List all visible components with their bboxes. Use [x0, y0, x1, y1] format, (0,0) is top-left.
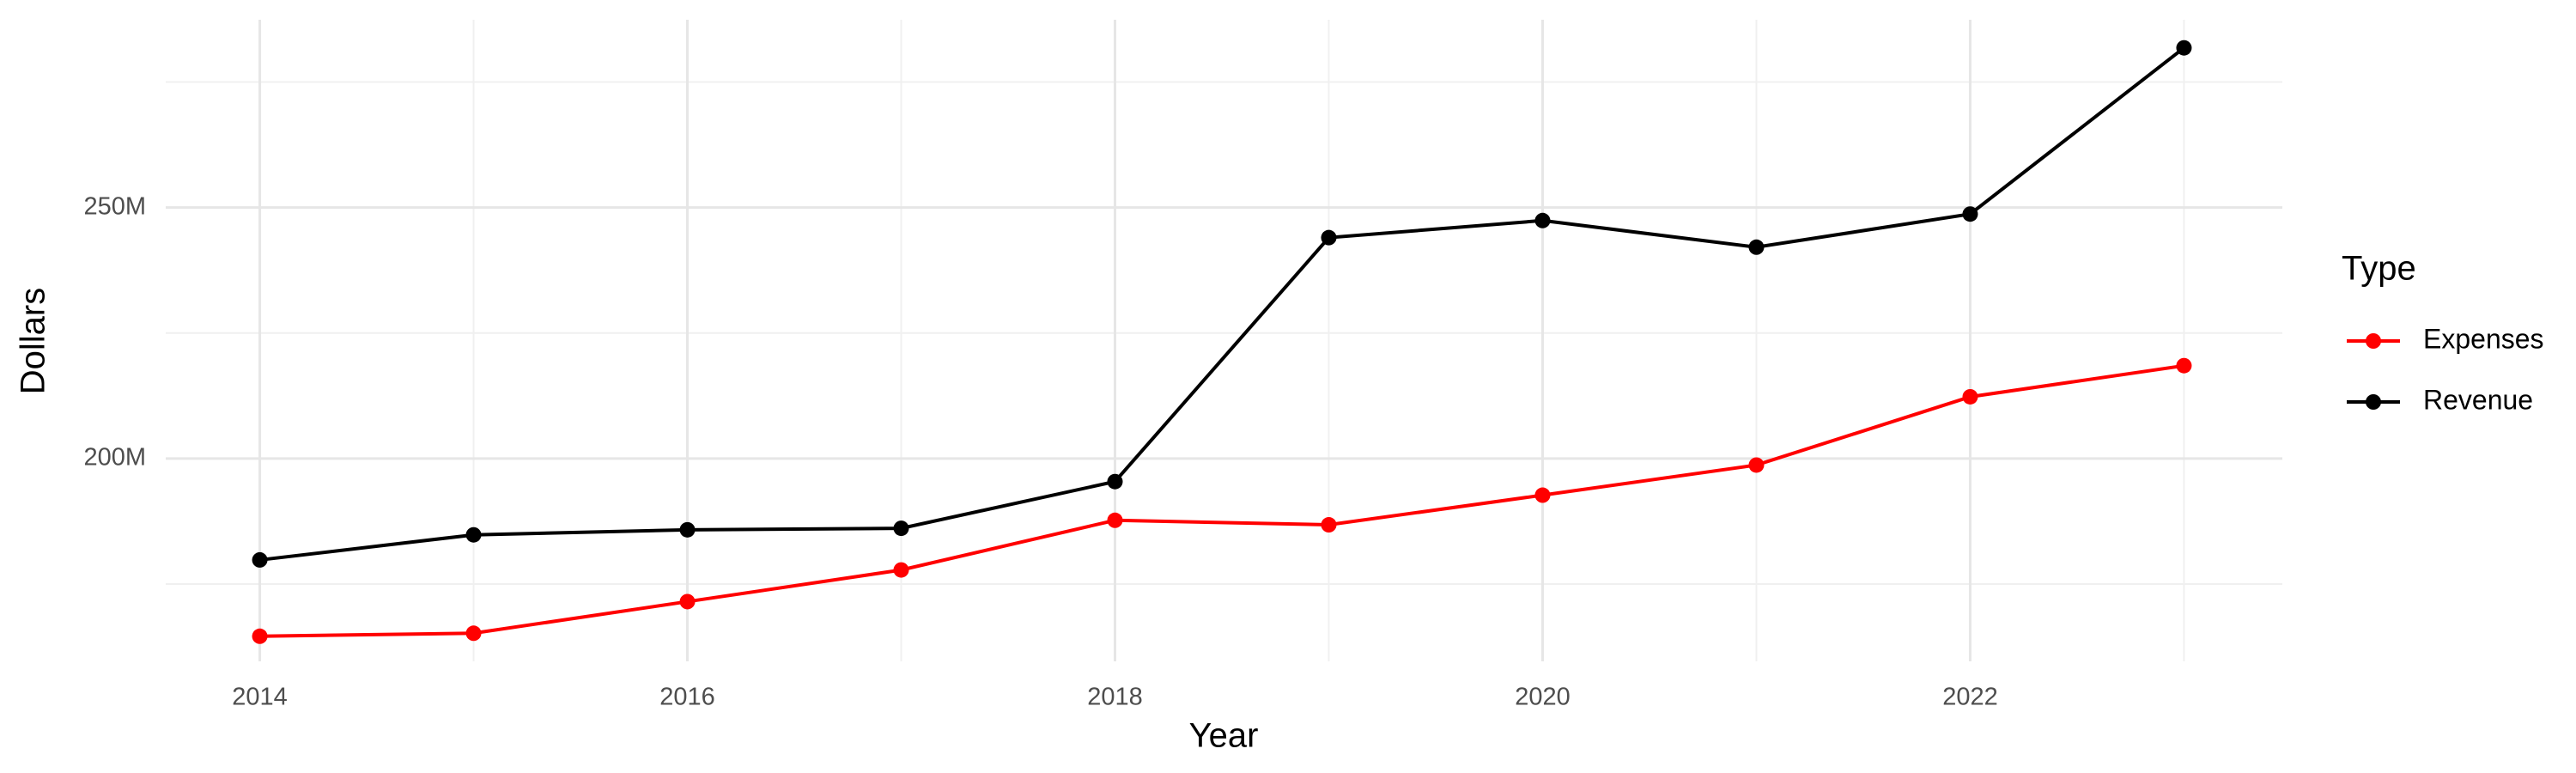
data-point: [1107, 512, 1123, 528]
data-point: [1321, 229, 1337, 246]
data-point: [679, 521, 696, 538]
y-tick-label: 250M: [83, 192, 146, 220]
legend-title: Type: [2342, 250, 2416, 288]
x-tick-label: 2022: [1942, 684, 1998, 711]
data-point: [252, 628, 268, 644]
data-point: [1321, 517, 1337, 533]
data-point: [1748, 239, 1765, 255]
data-point: [679, 593, 696, 610]
data-point: [893, 520, 909, 537]
data-point: [1534, 212, 1551, 228]
data-point: [893, 562, 909, 578]
x-axis-title: Year: [1189, 717, 1259, 755]
data-point: [252, 551, 268, 568]
data-point: [1962, 206, 1978, 222]
series-line: [259, 46, 2185, 562]
data-point: [2176, 357, 2192, 374]
legend-label: Revenue: [2423, 384, 2533, 415]
data-point: [1534, 487, 1551, 503]
x-tick-label: 2018: [1087, 684, 1143, 711]
x-tick-label: 2014: [232, 684, 288, 711]
series-line: [259, 363, 2184, 638]
legend-key-point: [2366, 333, 2381, 349]
x-tick-label: 2020: [1515, 684, 1571, 711]
x-tick-label: 2016: [659, 684, 715, 711]
data-point: [2176, 40, 2192, 56]
data-point: [465, 625, 482, 642]
y-tick-label: 200M: [83, 444, 146, 472]
data-point: [465, 526, 482, 543]
data-point: [1962, 388, 1978, 405]
legend-label: Expenses: [2423, 323, 2544, 354]
y-axis-title: Dollars: [15, 288, 52, 394]
data-point: [1748, 457, 1765, 473]
data-point: [1107, 473, 1123, 490]
legend-key-point: [2366, 394, 2381, 410]
